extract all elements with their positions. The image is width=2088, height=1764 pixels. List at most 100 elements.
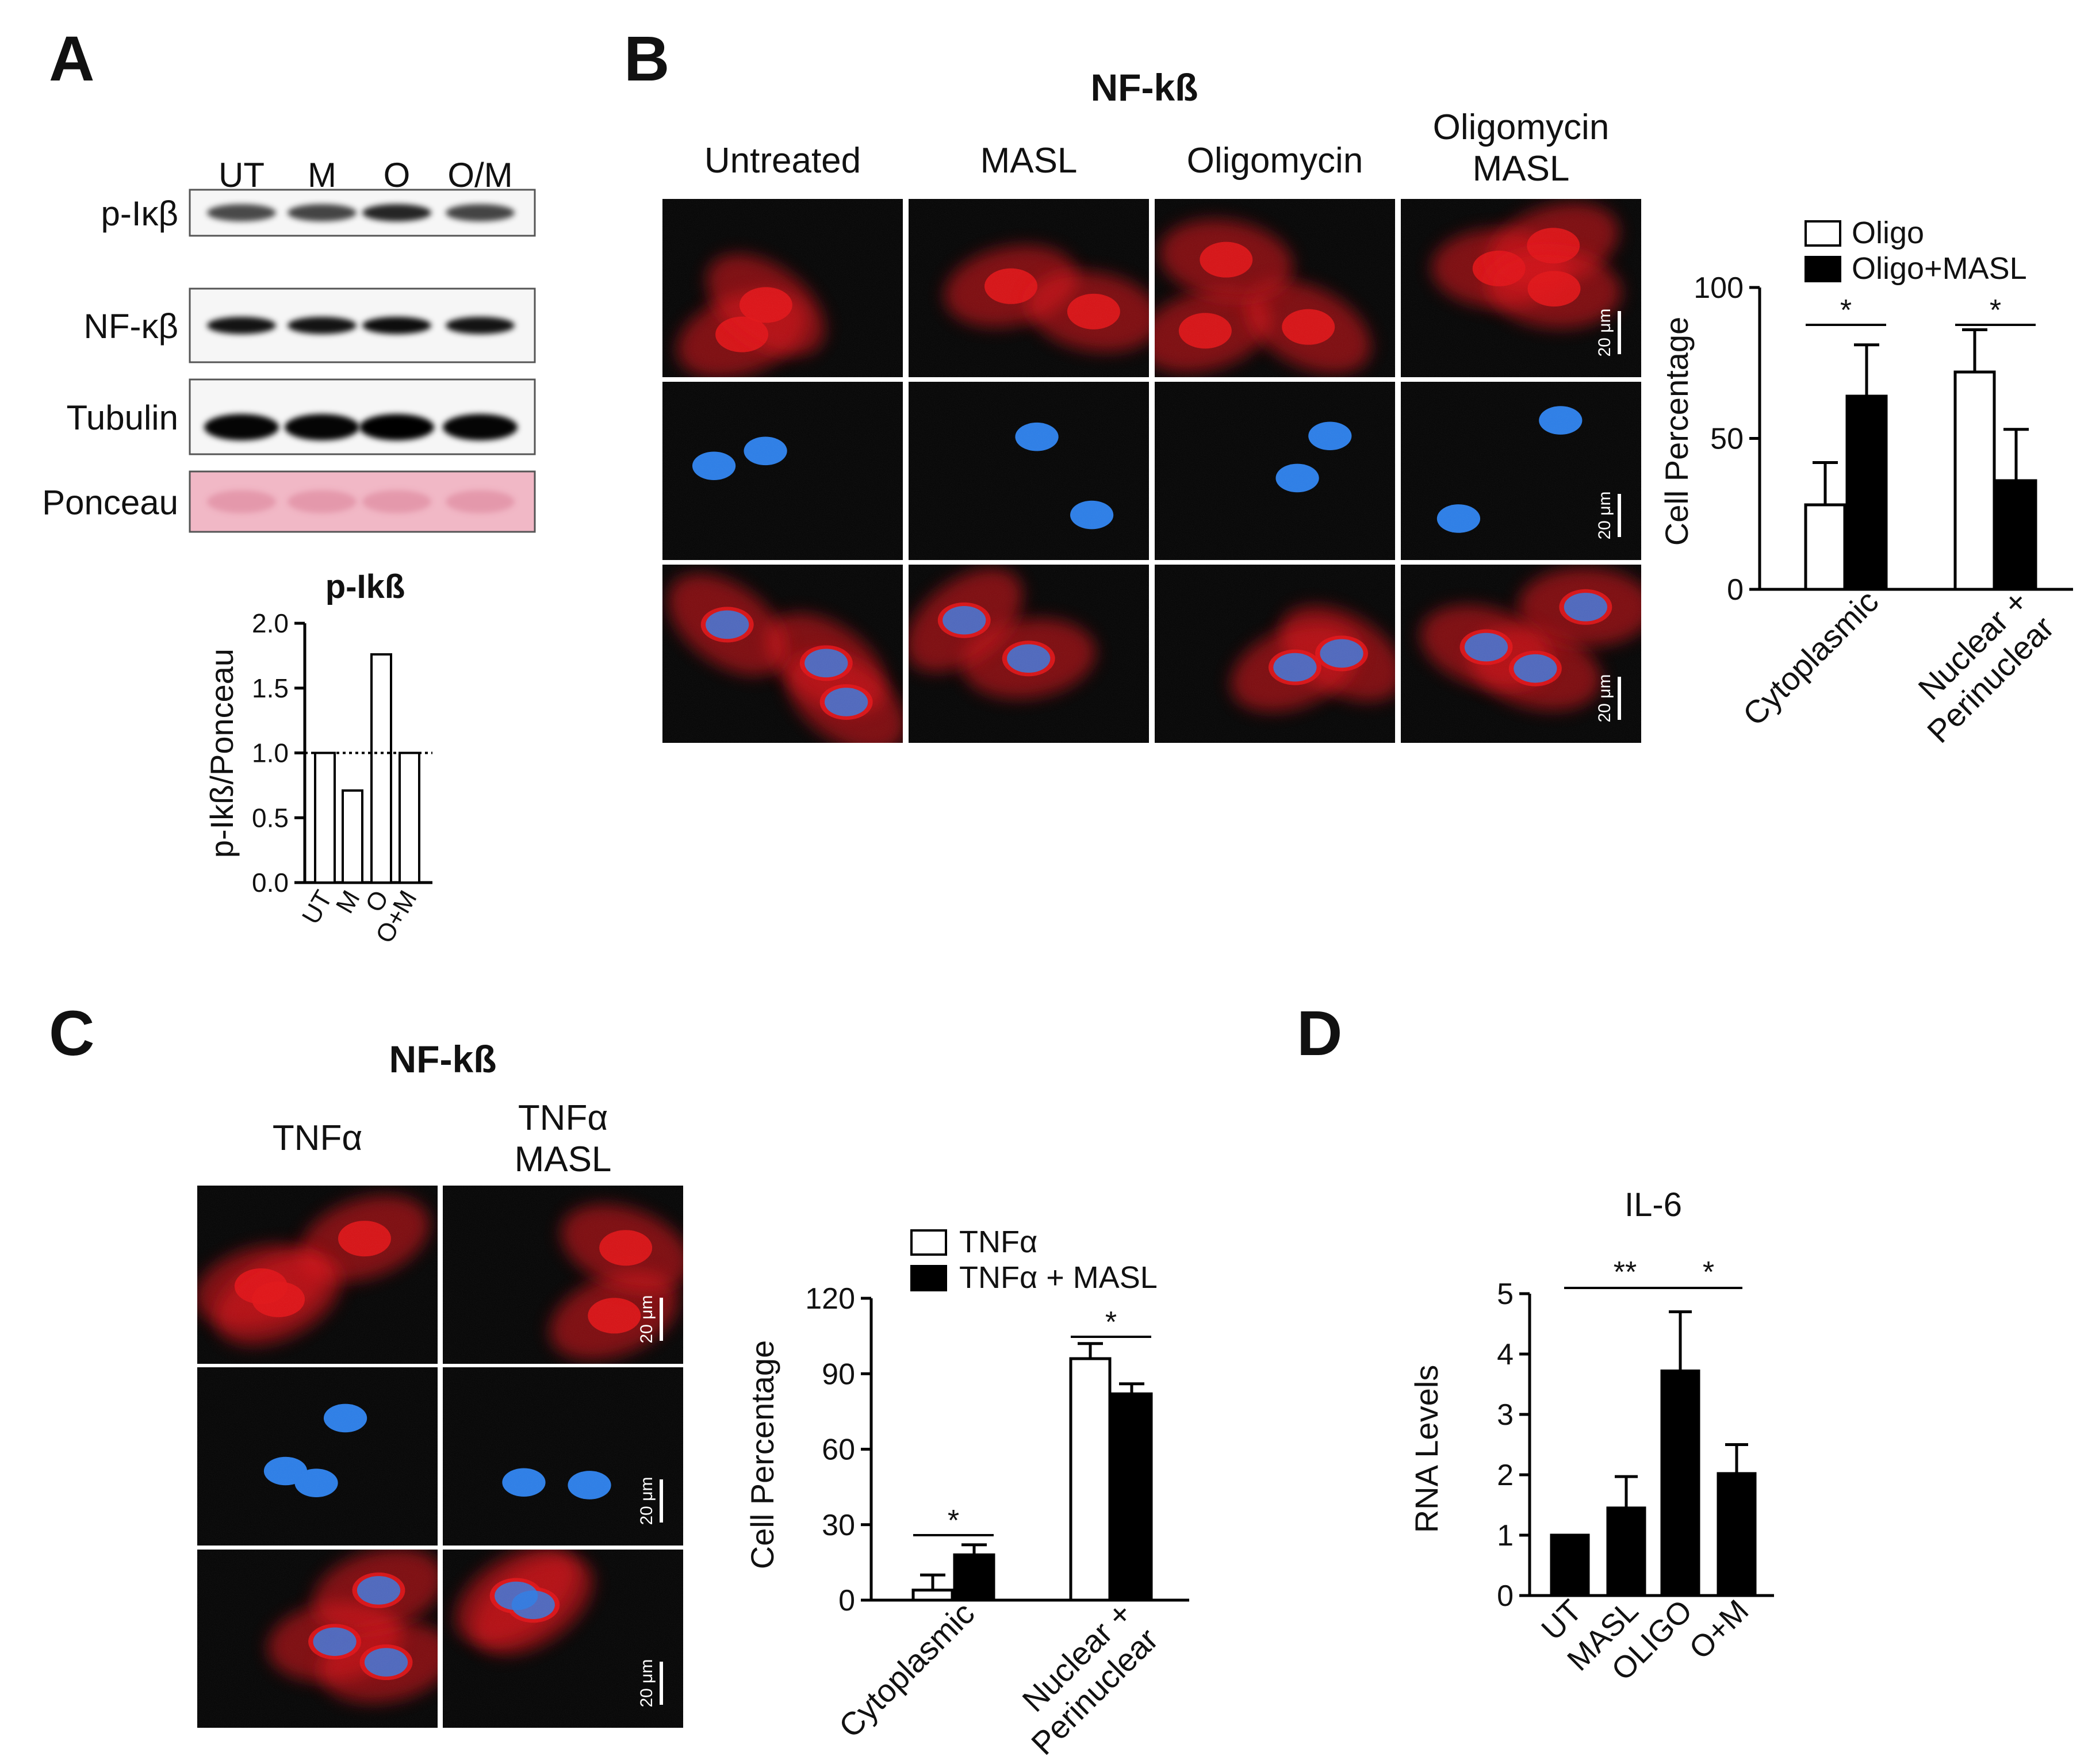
bar [953, 1553, 995, 1602]
bar [1995, 479, 2037, 591]
micrograph-nfkb-red [1155, 199, 1395, 377]
tile-noise [662, 382, 903, 560]
blot-row: p-Iκβ [101, 189, 536, 237]
tile-content [197, 1186, 438, 1364]
tile-noise [1155, 199, 1395, 377]
panel-letter: C [49, 998, 94, 1069]
y-tick-label: 5 [1497, 1278, 1514, 1311]
micrograph-nuclei-blue [197, 1367, 438, 1546]
significance-label: * [1840, 294, 1852, 327]
y-axis-label: p-Ikß/Ponceau [204, 649, 240, 858]
y-tick-label: 60 [822, 1433, 855, 1467]
column-label: Untreated [704, 141, 861, 181]
y-tick-label: 1.0 [252, 738, 289, 768]
blot-band [446, 204, 515, 221]
tile-content [1401, 565, 1641, 743]
y-tick-label: 1 [1497, 1519, 1514, 1552]
tile-content [197, 1367, 438, 1546]
tile-noise [443, 1550, 683, 1728]
panel-b-micrographs: NF-kß Untreated MASL Oligomycin Oligomycin MA… [662, 66, 1641, 743]
micrograph-merge: 20 μm [1401, 565, 1641, 743]
bar [1717, 1472, 1757, 1597]
column-label: MASL [980, 141, 1078, 181]
micrograph-nfkb-red: 20 μm [1401, 199, 1641, 377]
column-label: Oligomycin [1187, 141, 1363, 181]
significance-label: * [948, 1504, 959, 1537]
scale-bar-label: 20 μm [1595, 492, 1614, 540]
legend-swatch [1805, 220, 1841, 247]
chart-title: p-Ikß [325, 568, 405, 605]
tile-content [1401, 199, 1641, 377]
y-axis-label: Cell Percentage [744, 1340, 780, 1569]
tile-noise [909, 382, 1149, 560]
significance-label: * [1105, 1306, 1117, 1339]
lane-label: M [308, 156, 336, 194]
x-tick-label: UT [297, 886, 338, 929]
x-tick-label: O+M [1683, 1593, 1755, 1666]
bar [1550, 1533, 1590, 1597]
legend-swatch [910, 1229, 947, 1256]
tile-noise [197, 1550, 438, 1728]
panel-title: NF-kß [389, 1038, 497, 1080]
micrograph-nfkb-red [197, 1186, 438, 1364]
tile-noise [909, 565, 1149, 743]
bar [1110, 1392, 1153, 1602]
blot-band [359, 414, 434, 440]
column-label: TNFα [273, 1118, 362, 1158]
y-tick-label: 2.0 [252, 608, 289, 638]
chart-title: IL-6 [1625, 1186, 1682, 1224]
lane-label: O [384, 156, 411, 194]
bar [370, 653, 392, 884]
y-tick-label: 4 [1497, 1338, 1514, 1371]
blot-band [285, 414, 359, 440]
legend-label: Oligo+MASL [1852, 251, 2027, 286]
blot-band [362, 204, 431, 221]
micrograph-merge [1155, 565, 1395, 743]
bar [1845, 394, 1888, 591]
y-tick-label: 100 [1694, 271, 1744, 305]
blot-band [288, 490, 357, 513]
bar [1804, 503, 1846, 591]
scale-bar-label: 20 μm [637, 1477, 656, 1525]
blot-row-label: Ponceau [42, 484, 178, 522]
tile-noise [1401, 382, 1641, 560]
bar [1660, 1369, 1700, 1597]
y-tick-label: 30 [822, 1509, 855, 1542]
y-tick-label: 90 [822, 1357, 855, 1391]
panel-letter: A [49, 24, 94, 94]
tile-noise [1155, 382, 1395, 560]
tile-noise [443, 1186, 683, 1364]
blot-band [288, 204, 357, 221]
x-tick-label: Nuclear +Perinuclear [998, 1595, 1165, 1762]
micrograph-merge [909, 565, 1149, 743]
y-tick-label: 120 [805, 1282, 855, 1316]
tile-content [1155, 382, 1395, 560]
tile-noise [909, 199, 1149, 377]
tile-content [443, 1550, 683, 1728]
tile-noise [662, 199, 903, 377]
lane-label: O/M [447, 156, 512, 194]
scale-bar-label: 20 μm [637, 1295, 656, 1344]
blot-band [204, 414, 279, 440]
tile-content [443, 1367, 683, 1546]
bar [1069, 1357, 1112, 1602]
tile-content [197, 1550, 438, 1728]
tile-content [1155, 199, 1395, 377]
lane-label: UT [219, 156, 265, 194]
blot-band [288, 317, 357, 334]
tile-content [662, 199, 903, 377]
panel-letter: D [1297, 998, 1342, 1069]
tile-content [443, 1186, 683, 1364]
tile-noise [662, 565, 903, 743]
micrograph-nuclei-blue: 20 μm [443, 1367, 683, 1546]
bar [1953, 370, 1996, 591]
y-tick-label: 0 [838, 1584, 855, 1617]
micrograph-nuclei-blue [1155, 382, 1395, 560]
legend-label: TNFα [959, 1225, 1037, 1259]
y-axis-label: Cell Percentage [1658, 317, 1695, 546]
